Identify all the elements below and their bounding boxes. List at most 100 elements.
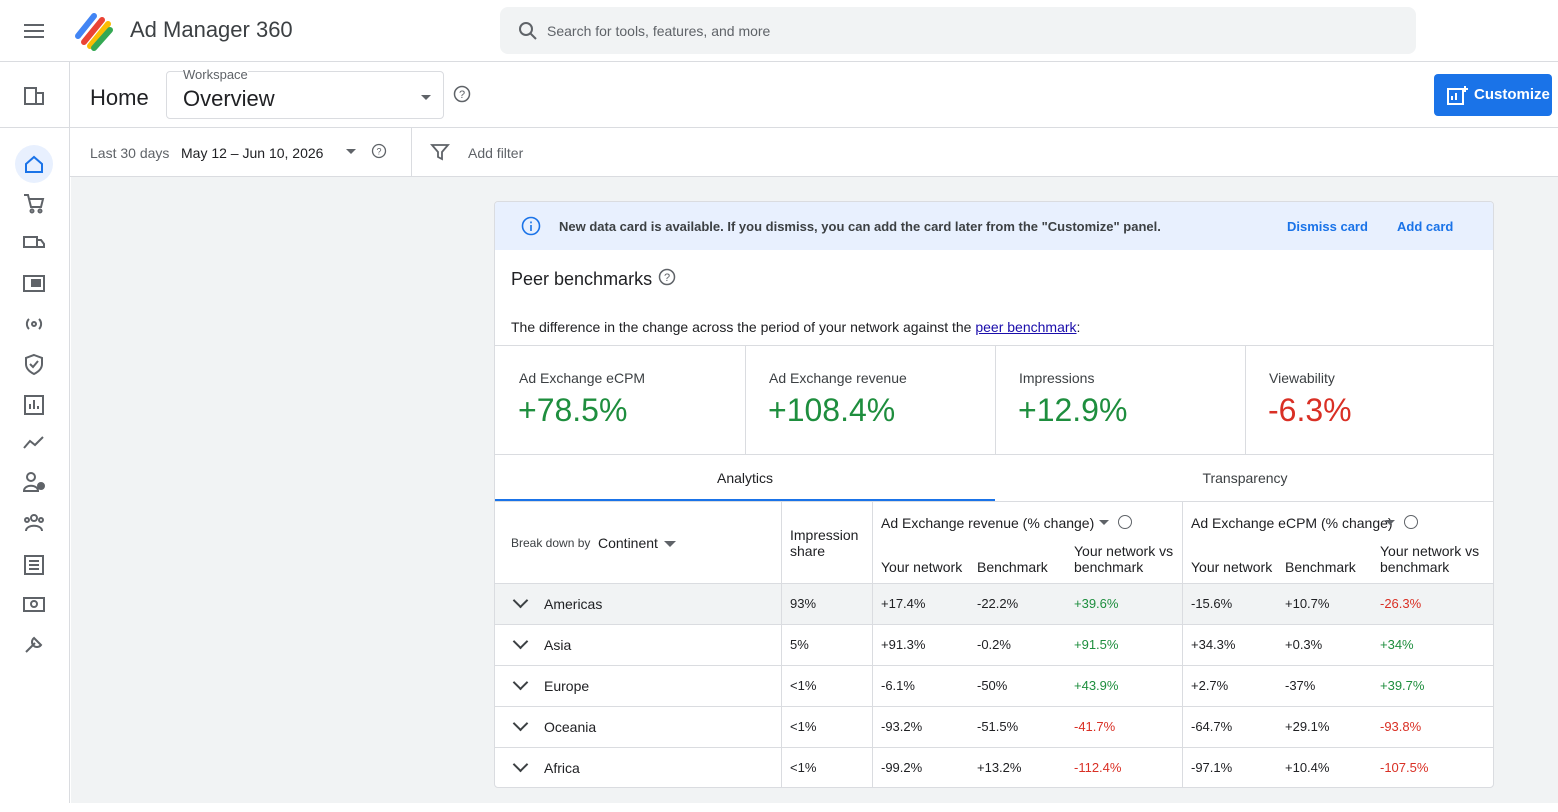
table-cell: -97.1% <box>1191 760 1233 775</box>
table-cell: -15.6% <box>1191 596 1233 611</box>
search-icon <box>519 22 537 40</box>
dropdown-arrow[interactable] <box>664 541 676 547</box>
metric-label: Viewability <box>1269 370 1335 386</box>
table-cell: -99.2% <box>881 760 923 775</box>
column-divider <box>781 502 782 787</box>
table-cell: -50% <box>977 678 1008 693</box>
toolbar: Home Workspace Overview ? Customize <box>70 62 1558 128</box>
table-cell: +29.1% <box>1285 719 1330 734</box>
metric-value: -6.3% <box>1268 392 1352 428</box>
card-description: The difference in the change across the … <box>511 319 1080 335</box>
svg-text:?: ? <box>376 147 381 157</box>
logo <box>75 13 113 51</box>
row-label: Oceania <box>544 719 597 735</box>
table-row <box>495 583 1493 624</box>
admin-icon[interactable] <box>22 84 46 108</box>
help-icon[interactable]: ? <box>371 143 387 159</box>
help-icon[interactable] <box>1404 515 1418 529</box>
table-cell: +10.7% <box>1285 596 1330 611</box>
row-label: Europe <box>544 678 590 694</box>
table-cell: -26.3% <box>1380 596 1422 611</box>
column-header: Benchmark <box>1285 559 1356 575</box>
svg-text:?: ? <box>459 89 465 101</box>
metric-label: Ad Exchange revenue <box>769 370 907 386</box>
range-label: Last 30 days <box>90 145 170 161</box>
tab[interactable]: Analytics <box>495 455 995 501</box>
info-banner: New data card is available. If you dismi… <box>495 202 1493 250</box>
dropdown-arrow[interactable] <box>1099 520 1109 525</box>
table-cell: -0.2% <box>977 637 1011 652</box>
breakdown-label: Break down by <box>511 536 591 550</box>
customize-icon <box>1447 86 1468 105</box>
table-row <box>495 665 1493 706</box>
metric-label: Impressions <box>1019 370 1095 386</box>
dropdown-arrow <box>421 95 431 100</box>
table-cell: +17.4% <box>881 596 926 611</box>
row-label: Americas <box>544 596 603 612</box>
customize-label: Customize <box>1474 86 1550 103</box>
column-header: Your network <box>1191 559 1273 575</box>
metric-divider <box>745 345 746 454</box>
range-value[interactable]: May 12 – Jun 10, 2026 <box>181 145 324 161</box>
filter-bar: Last 30 days May 12 – Jun 10, 2026 ? Add… <box>70 128 1558 177</box>
table-cell: -22.2% <box>977 596 1019 611</box>
workspace-value: Overview <box>183 86 275 111</box>
table-cell: 93% <box>790 596 817 611</box>
search-placeholder: Search for tools, features, and more <box>547 23 771 39</box>
table-cell: +34% <box>1380 637 1414 652</box>
table-cell: -51.5% <box>977 719 1019 734</box>
workspace-select[interactable]: Workspace Overview <box>166 67 444 119</box>
table-cell: +34.3% <box>1191 637 1236 652</box>
svg-text:?: ? <box>664 272 670 284</box>
top-bar: Ad Manager 360 Search for tools, feature… <box>0 0 1558 62</box>
table-cell: -41.7% <box>1074 719 1116 734</box>
table-cell: +10.4% <box>1285 760 1330 775</box>
group-header: Ad Exchange eCPM (% change) <box>1191 515 1393 531</box>
nav-icons[interactable] <box>22 192 46 812</box>
menu-icon[interactable] <box>23 20 45 42</box>
column-header: Your network vs benchmark <box>1074 543 1174 575</box>
add-card[interactable]: Add card <box>1397 219 1454 234</box>
filter-icon[interactable] <box>430 142 450 162</box>
breakdown-value[interactable]: Continent <box>598 535 658 551</box>
peer-benchmark-link[interactable]: peer benchmark <box>975 319 1077 335</box>
benchmark-card: New data card is available. If you dismi… <box>494 201 1494 788</box>
table-cell: +91.3% <box>881 637 926 652</box>
help-icon[interactable] <box>1118 515 1132 529</box>
metric-value: +12.9% <box>1018 392 1128 428</box>
metric-label: Ad Exchange eCPM <box>519 370 646 386</box>
app-name: Ad Manager 360 <box>130 17 293 42</box>
row-label: Asia <box>544 637 572 653</box>
row-label: Africa <box>544 760 580 776</box>
help-icon[interactable]: ? <box>658 268 676 286</box>
table-cell: 5% <box>790 637 809 652</box>
home-icon[interactable] <box>14 144 54 184</box>
metric-divider <box>1245 345 1246 454</box>
tab[interactable]: Transparency <box>1202 470 1288 486</box>
banner-message: New data card is available. If you dismi… <box>559 219 1161 234</box>
column-divider <box>1182 502 1183 787</box>
table-cell: -107.5% <box>1380 760 1429 775</box>
dropdown-arrow[interactable] <box>345 148 357 156</box>
table-cell: -37% <box>1285 678 1316 693</box>
table-cell: <1% <box>790 678 817 693</box>
add-filter[interactable]: Add filter <box>468 145 524 161</box>
search-box[interactable]: Search for tools, features, and more <box>500 7 1416 54</box>
table-cell: -64.7% <box>1191 719 1233 734</box>
dropdown-arrow[interactable] <box>1385 520 1395 525</box>
description-text: The difference in the change across the … <box>511 319 976 335</box>
help-icon[interactable]: ? <box>453 85 471 103</box>
metric-value: +78.5% <box>518 392 628 428</box>
table-row <box>495 706 1493 747</box>
table-cell: +39.7% <box>1380 678 1425 693</box>
table-cell: -112.4% <box>1074 760 1122 775</box>
column-header: Benchmark <box>977 559 1048 575</box>
table-cell: +0.3% <box>1285 637 1323 652</box>
table-cell: +39.6% <box>1074 596 1119 611</box>
customize-button[interactable]: Customize <box>1434 74 1552 116</box>
table-cell: +43.9% <box>1074 678 1119 693</box>
info-icon <box>521 216 541 236</box>
workspace-label: Workspace <box>183 67 248 82</box>
dismiss-card[interactable]: Dismiss card <box>1287 219 1368 234</box>
